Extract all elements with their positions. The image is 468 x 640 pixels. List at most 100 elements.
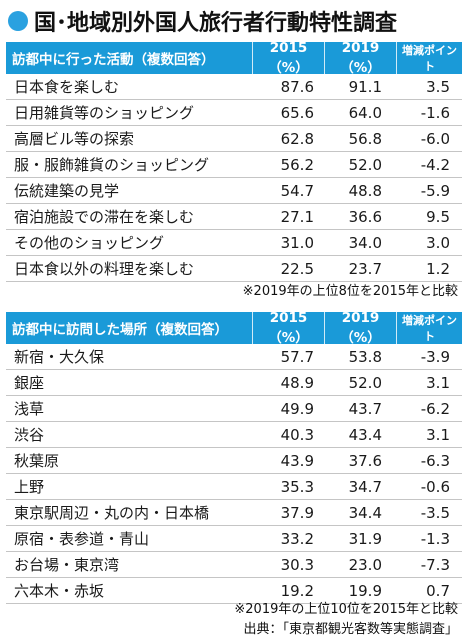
row-label: 浅草 [14, 400, 45, 418]
row-change: 3.1 [426, 425, 450, 444]
header-2015: 2015（%） [252, 310, 324, 346]
row-label: 服・服飾雑貨のショッピング [14, 156, 210, 174]
row-value-2019: 48.8 [348, 181, 382, 200]
row-change: -1.3 [420, 529, 450, 548]
row-value-2015: 49.9 [280, 399, 314, 418]
row-value-2019: 52.0 [348, 155, 382, 174]
row-value-2019: 23.7 [348, 259, 382, 278]
row-change: -7.3 [420, 555, 450, 574]
row-value-2019: 31.9 [348, 529, 382, 548]
table-row: 渋谷 40.3 43.4 3.1 [6, 422, 462, 448]
row-value-2019: 34.7 [348, 477, 382, 496]
row-value-2015: 43.9 [280, 451, 314, 470]
row-change: -6.3 [420, 451, 450, 470]
table-row: お台場・東京湾 30.3 23.0 -7.3 [6, 552, 462, 578]
header-change: 増減ポイント [396, 42, 462, 74]
table-row: 日本食を楽しむ 87.6 91.1 3.5 [6, 74, 462, 100]
row-label: 日本食以外の料理を楽しむ [14, 260, 195, 278]
row-value-2015: 33.2 [280, 529, 314, 548]
title-text: 国･地域別外国人旅行者行動特性調査 [34, 11, 398, 36]
places-table-header: 訪都中に訪問した場所（複数回答） 2015（%） 2019（%） 増減ポイント [6, 310, 462, 346]
table-row: 伝統建築の見学 54.7 48.8 -5.9 [6, 178, 462, 204]
row-change: -6.0 [420, 129, 450, 148]
row-value-2019: 64.0 [348, 103, 382, 122]
row-change: 9.5 [426, 207, 450, 226]
row-change: 0.7 [426, 581, 450, 600]
table-row: 六本木・赤坂 19.2 19.9 0.7 [6, 578, 462, 604]
table-row: 秋葉原 43.9 37.6 -6.3 [6, 448, 462, 474]
table-row: 高層ビル等の探索 62.8 56.8 -6.0 [6, 126, 462, 152]
table-row: 浅草 49.9 43.7 -6.2 [6, 396, 462, 422]
places-note: ※2019年の上位10位を2015年と比較 [234, 602, 458, 617]
table-row: 上野 35.3 34.7 -0.6 [6, 474, 462, 500]
row-value-2019: 37.6 [348, 451, 382, 470]
table-row: 日用雑貨等のショッピング 65.6 64.0 -1.6 [6, 100, 462, 126]
row-value-2015: 30.3 [280, 555, 314, 574]
header-activity: 訪都中に行った活動（複数回答） [12, 52, 215, 68]
row-change: -4.2 [420, 155, 450, 174]
activities-table-body: 日本食を楽しむ 87.6 91.1 3.5 日用雑貨等のショッピング 65.6 64.0 -1… [6, 74, 462, 282]
row-value-2019: 34.4 [348, 503, 382, 522]
header-2019: 2019（%） [324, 310, 396, 346]
table-row: 服・服飾雑貨のショッピング 56.2 52.0 -4.2 [6, 152, 462, 178]
row-value-2019: 56.8 [348, 129, 382, 148]
row-change: -0.6 [420, 477, 450, 496]
row-label: 六本木・赤坂 [14, 582, 105, 600]
activities-table: 訪都中に行った活動（複数回答） 2015（%） 2019（%） 増減ポイント 日… [6, 40, 462, 282]
row-value-2015: 54.7 [280, 181, 314, 200]
row-change: -1.6 [420, 103, 450, 122]
row-value-2019: 53.8 [348, 347, 382, 366]
header-place: 訪都中に訪問した場所（複数回答） [12, 322, 228, 338]
row-label: 原宿・表参道・青山 [14, 530, 150, 548]
activities-note: ※2019年の上位8位を2015年と比較 [242, 284, 458, 299]
table-row: 新宿・大久保 57.7 53.8 -3.9 [6, 344, 462, 370]
row-value-2015: 40.3 [280, 425, 314, 444]
row-value-2015: 35.3 [280, 477, 314, 496]
row-value-2019: 23.0 [348, 555, 382, 574]
row-label: 宿泊施設での滞在を楽しむ [14, 208, 195, 226]
activities-table-header: 訪都中に行った活動（複数回答） 2015（%） 2019（%） 増減ポイント [6, 40, 462, 76]
places-table: 訪都中に訪問した場所（複数回答） 2015（%） 2019（%） 増減ポイント … [6, 310, 462, 604]
row-label: 日用雑貨等のショッピング [14, 104, 195, 122]
row-value-2015: 48.9 [280, 373, 314, 392]
row-label: その他のショッピング [14, 234, 165, 252]
row-value-2019: 19.9 [348, 581, 382, 600]
row-label: 東京駅周辺・丸の内・日本橋 [14, 504, 210, 522]
row-label: 高層ビル等の探索 [14, 130, 135, 148]
row-change: 3.5 [426, 77, 450, 96]
row-label: お台場・東京湾 [14, 556, 120, 574]
row-value-2019: 43.4 [348, 425, 382, 444]
row-label: 伝統建築の見学 [14, 182, 120, 200]
table-row: 東京駅周辺・丸の内・日本橋 37.9 34.4 -3.5 [6, 500, 462, 526]
row-value-2019: 91.1 [348, 77, 382, 96]
row-value-2015: 22.5 [280, 259, 314, 278]
table-row: その他のショッピング 31.0 34.0 3.0 [6, 230, 462, 256]
row-label: 渋谷 [14, 426, 45, 444]
page-title: 国･地域別外国人旅行者行動特性調査 [8, 4, 397, 38]
row-value-2015: 37.9 [280, 503, 314, 522]
row-label: 銀座 [14, 374, 45, 392]
row-value-2015: 56.2 [280, 155, 314, 174]
row-value-2015: 31.0 [280, 233, 314, 252]
row-value-2015: 62.8 [280, 129, 314, 148]
table-row: 銀座 48.9 52.0 3.1 [6, 370, 462, 396]
table-row: 原宿・表参道・青山 33.2 31.9 -1.3 [6, 526, 462, 552]
row-change: -3.5 [420, 503, 450, 522]
row-value-2015: 57.7 [280, 347, 314, 366]
row-value-2019: 52.0 [348, 373, 382, 392]
row-value-2019: 36.6 [348, 207, 382, 226]
header-2019: 2019（%） [324, 40, 396, 76]
row-change: -3.9 [420, 347, 450, 366]
row-change: -5.9 [420, 181, 450, 200]
row-label: 日本食を楽しむ [14, 78, 120, 96]
row-label: 上野 [14, 478, 45, 496]
row-value-2015: 87.6 [280, 77, 314, 96]
row-value-2019: 43.7 [348, 399, 382, 418]
row-label: 新宿・大久保 [14, 348, 105, 366]
bullet-dot-icon [8, 11, 28, 31]
row-value-2019: 34.0 [348, 233, 382, 252]
row-value-2015: 19.2 [280, 581, 314, 600]
row-value-2015: 27.1 [280, 207, 314, 226]
table-row: 宿泊施設での滞在を楽しむ 27.1 36.6 9.5 [6, 204, 462, 230]
